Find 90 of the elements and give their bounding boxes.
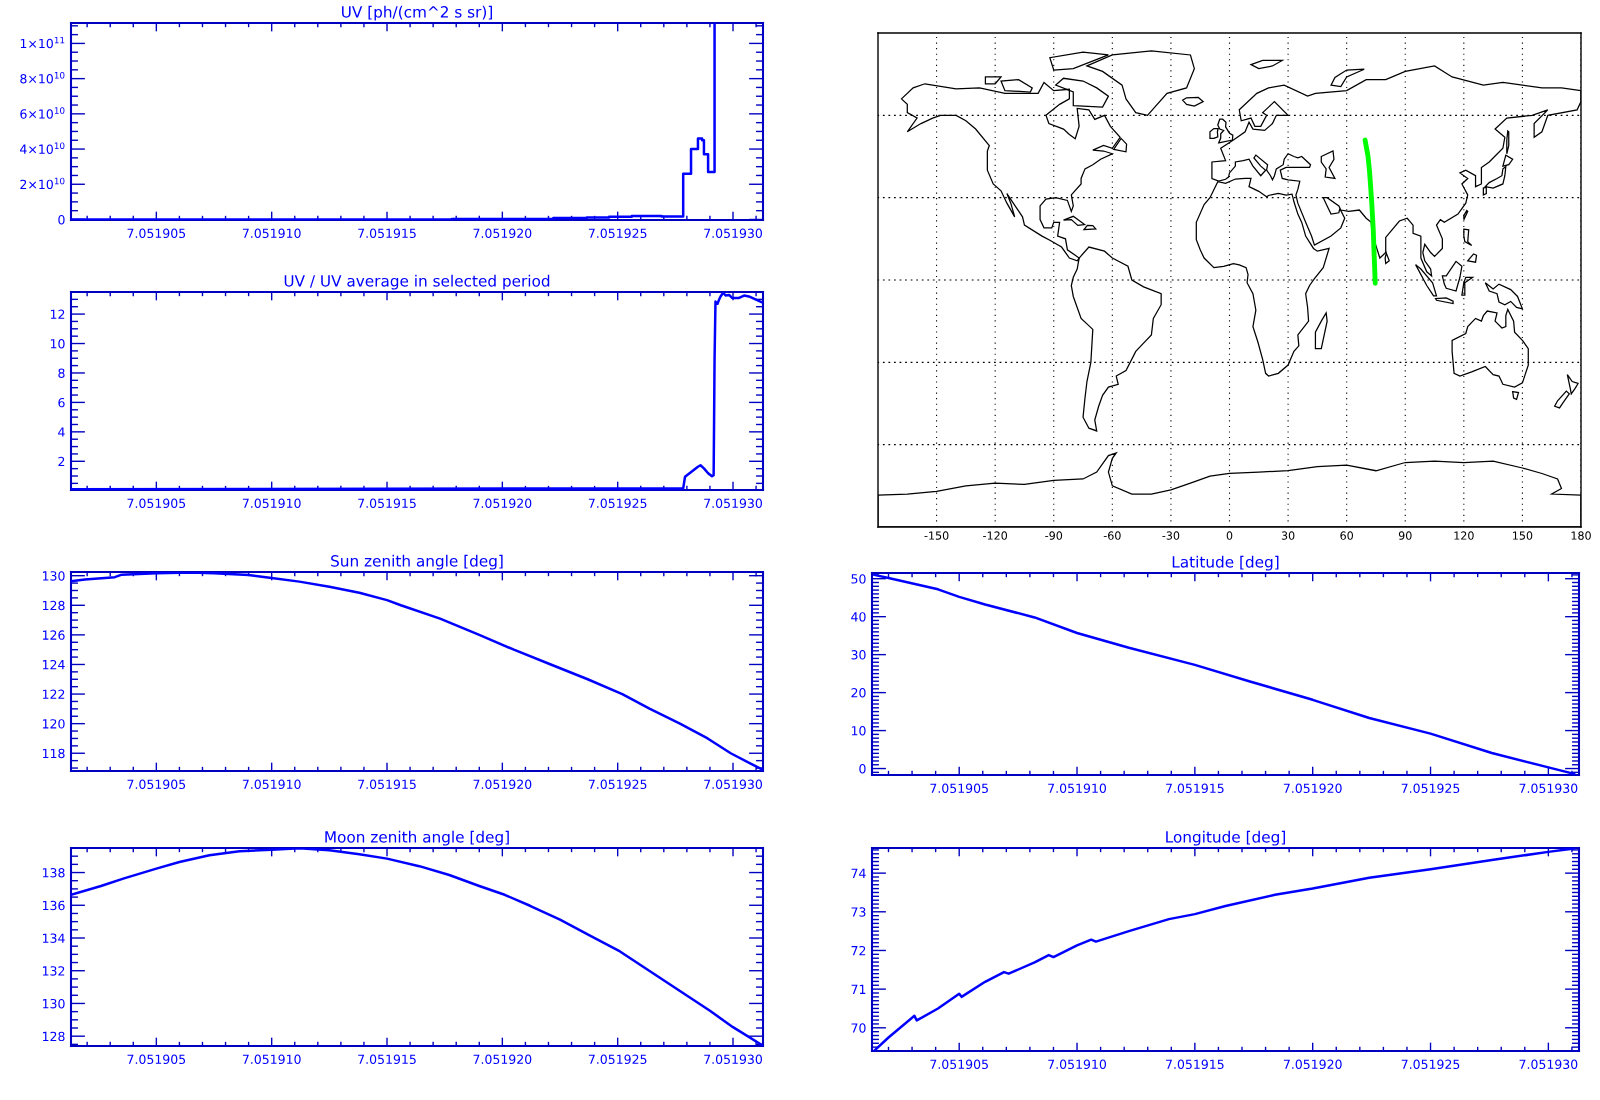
x-tick-label: 7.051920 <box>1283 1059 1342 1070</box>
x-tick-label: 7.051905 <box>930 783 988 794</box>
y-tick-label: 72 <box>851 945 866 956</box>
x-tick-label: 7.051920 <box>473 498 532 509</box>
chart-title: UV / UV average in selected period <box>284 274 550 290</box>
y-tick-label: 20 <box>851 688 866 698</box>
y-tick-label: 1×10$^{11}$ <box>20 36 65 49</box>
x-tick-label: 7.051920 <box>1283 783 1342 794</box>
y-tick-label: 0 <box>58 214 65 225</box>
x-tick-label: 7.051910 <box>1048 1059 1107 1070</box>
x-tick-label: 7.051910 <box>242 779 301 790</box>
x-tick-label: 7.051915 <box>358 228 416 239</box>
y-tick-label: 12 <box>50 309 65 319</box>
x-tick-label: 7.051920 <box>473 779 532 790</box>
x-tick-label: 7.051905 <box>127 498 186 509</box>
y-tick-label: 0 <box>859 764 866 774</box>
y-tick-label: 6×10$^{10}$ <box>20 107 65 119</box>
y-tick-label: 10 <box>50 339 65 349</box>
x-tick-label: -60 <box>1103 531 1121 540</box>
x-tick-label: -120 <box>983 531 1008 540</box>
y-tick-label: 2×10$^{10}$ <box>20 177 65 190</box>
y-tick-label: 50 <box>851 574 866 584</box>
x-tick-label: 150 <box>1513 531 1533 540</box>
x-tick-label: 7.051920 <box>473 228 532 239</box>
x-tick-label: 60 <box>1340 531 1353 540</box>
y-tick-label: 70 <box>851 1023 866 1033</box>
y-tick-label: 130 <box>42 571 65 581</box>
x-tick-label: 7.051925 <box>1401 1059 1460 1070</box>
y-tick-label: 132 <box>42 966 65 976</box>
x-tick-label: -150 <box>924 531 949 540</box>
x-tick-label: 180 <box>1571 531 1591 540</box>
x-tick-label: 7.051925 <box>588 228 647 239</box>
y-tick-label: 6 <box>58 397 65 408</box>
x-tick-label: 7.051905 <box>127 1054 186 1065</box>
x-tick-label: 7.051905 <box>127 779 186 790</box>
y-tick-label: 134 <box>42 933 65 943</box>
x-tick-label: 7.051925 <box>588 1054 647 1065</box>
x-tick-label: 7.051920 <box>473 1054 532 1065</box>
x-tick-label: 7.051910 <box>242 498 301 509</box>
y-tick-label: 128 <box>42 600 65 611</box>
chart-title: Latitude [deg] <box>1172 555 1279 571</box>
y-tick-label: 4 <box>58 427 65 437</box>
x-tick-label: 90 <box>1398 531 1412 540</box>
x-tick-label: 0 <box>1226 531 1233 540</box>
x-tick-label: -30 <box>1162 531 1180 540</box>
x-tick-label: 7.051930 <box>1519 1059 1578 1070</box>
y-tick-label: 73 <box>851 907 866 917</box>
x-tick-label: 7.051915 <box>358 498 416 509</box>
y-tick-label: 124 <box>42 659 65 670</box>
y-tick-label: 10 <box>851 726 866 736</box>
x-tick-label: 7.051915 <box>1166 783 1224 794</box>
x-tick-label: 7.051915 <box>358 779 416 790</box>
x-tick-label: 7.051910 <box>1048 783 1107 794</box>
chart-title: Sun zenith angle [deg] <box>331 554 503 570</box>
y-tick-label: 2 <box>58 456 65 467</box>
x-tick-label: 7.051930 <box>704 228 762 239</box>
x-tick-label: 7.051910 <box>242 1054 301 1065</box>
y-tick-label: 40 <box>851 612 866 622</box>
x-tick-label: 7.051930 <box>704 498 762 509</box>
y-tick-label: 8 <box>58 368 65 378</box>
x-tick-label: 7.051915 <box>1166 1059 1224 1070</box>
y-tick-label: 136 <box>42 900 65 911</box>
x-tick-label: 7.051905 <box>127 228 186 239</box>
y-tick-label: 120 <box>42 719 65 729</box>
x-tick-label: 7.051925 <box>588 779 647 790</box>
x-tick-label: 7.051915 <box>358 1054 416 1065</box>
x-tick-label: 7.051905 <box>930 1059 988 1070</box>
x-tick-label: 7.051925 <box>1401 783 1460 794</box>
x-tick-label: 7.051925 <box>588 498 647 509</box>
y-tick-label: 30 <box>851 650 866 660</box>
y-tick-label: 130 <box>42 998 65 1009</box>
chart-title: UV [ph/(cm^2 s sr)] <box>342 5 492 21</box>
x-tick-label: 120 <box>1454 531 1474 540</box>
y-tick-label: 126 <box>42 630 65 640</box>
x-tick-label: 7.051930 <box>1519 783 1578 794</box>
x-tick-label: -90 <box>1045 531 1063 540</box>
y-tick-label: 71 <box>851 984 866 994</box>
y-tick-label: 122 <box>42 689 65 699</box>
x-tick-label: 7.051930 <box>704 1054 762 1065</box>
y-tick-label: 74 <box>851 868 866 878</box>
y-tick-label: 138 <box>42 868 65 878</box>
y-tick-label: 118 <box>42 748 65 759</box>
chart-title: Longitude [deg] <box>1166 830 1285 846</box>
x-tick-label: 30 <box>1281 531 1295 540</box>
x-tick-label: 7.051930 <box>704 779 762 790</box>
y-tick-label: 128 <box>42 1031 65 1042</box>
y-tick-label: 8×10$^{10}$ <box>20 72 65 84</box>
chart-title: Moon zenith angle [deg] <box>325 830 509 846</box>
y-tick-label: 4×10$^{10}$ <box>20 142 65 154</box>
x-tick-label: 7.051910 <box>242 228 301 239</box>
